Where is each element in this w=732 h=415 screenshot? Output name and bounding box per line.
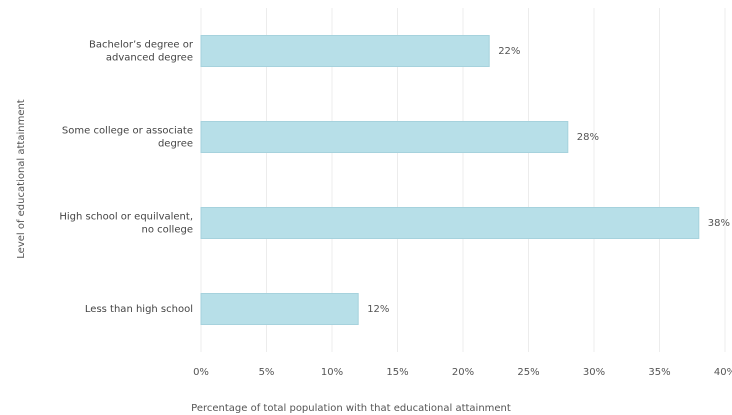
x-tick-label: 0% bbox=[193, 367, 209, 378]
category-label: High school or equilvalent, bbox=[59, 212, 193, 223]
data-labels: 22% 28% 38% 12% bbox=[367, 46, 730, 315]
x-tick-label: 15% bbox=[386, 367, 408, 378]
bar bbox=[201, 294, 358, 325]
x-tick-label: 10% bbox=[321, 367, 343, 378]
x-axis-title: Percentage of total population with that… bbox=[191, 403, 511, 414]
x-tick-label: 30% bbox=[583, 367, 605, 378]
data-label: 22% bbox=[498, 46, 520, 57]
category-label: advanced degree bbox=[106, 53, 193, 64]
x-tick-label: 25% bbox=[517, 367, 539, 378]
bar bbox=[201, 208, 699, 239]
category-label: Bachelor’s degree or bbox=[89, 40, 194, 51]
bars bbox=[201, 36, 699, 325]
bar bbox=[201, 122, 568, 153]
x-tick-labels: 0% 5% 10% 15% 20% 25% 30% 35% 40% bbox=[193, 367, 732, 378]
x-tick-label: 35% bbox=[648, 367, 670, 378]
category-labels: Bachelor’s degree or advanced degree Some … bbox=[59, 40, 194, 316]
data-label: 28% bbox=[577, 132, 599, 143]
data-label: 38% bbox=[708, 218, 730, 229]
bar bbox=[201, 36, 489, 67]
y-axis-title: Level of educational attainment bbox=[16, 99, 27, 259]
category-label: no college bbox=[142, 225, 193, 236]
x-tick-label: 20% bbox=[452, 367, 474, 378]
x-tick-label: 5% bbox=[259, 367, 275, 378]
category-label: degree bbox=[158, 139, 193, 150]
x-tick-label: 40% bbox=[714, 367, 732, 378]
category-label: Some college or associate bbox=[62, 126, 193, 137]
category-label: Less than high school bbox=[85, 304, 193, 315]
data-label: 12% bbox=[367, 304, 389, 315]
